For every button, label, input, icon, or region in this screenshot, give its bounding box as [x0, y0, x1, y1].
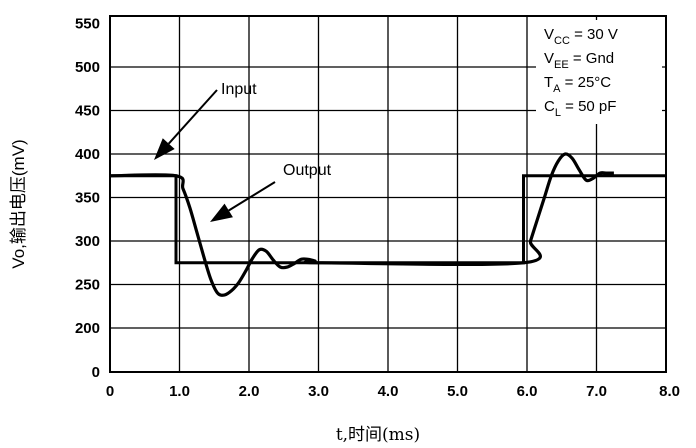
y-tick-label: 500	[75, 59, 100, 76]
x-tick-label: 8.0	[659, 383, 680, 400]
annotation-output: Output	[283, 162, 332, 179]
x-tick-label: 6.0	[517, 383, 538, 400]
x-tick-label: 3.0	[308, 383, 329, 400]
x-tick-label: 1.0	[169, 383, 190, 400]
series-output-line	[109, 152, 614, 297]
y-tick-label: 200	[75, 320, 100, 337]
grid	[110, 16, 666, 372]
y-tick-label: 400	[75, 146, 100, 163]
x-tick-labels: 0 1.0 2.0 3.0 4.0 5.0 6.0 7.0 8.0	[106, 383, 680, 400]
x-tick-label: 7.0	[586, 383, 607, 400]
conditions-box: VCC = 30 V VEE = Gnd TA = 25°C CL = 50 pF	[536, 20, 662, 124]
y-tick-labels: 0 200 250 300 350 400 450 500 550	[75, 16, 100, 382]
y-tick-label: 550	[75, 16, 100, 33]
y-tick-label: 450	[75, 103, 100, 120]
annotations: Input Output	[154, 81, 332, 222]
annotation-input: Input	[221, 81, 257, 98]
x-tick-label: 5.0	[447, 383, 468, 400]
y-tick-label: 350	[75, 190, 100, 207]
y-axis-label: Vo,输出电压(mV)	[9, 139, 28, 268]
annotation-arrow-line	[167, 89, 218, 145]
x-tick-label: 4.0	[378, 383, 399, 400]
x-tick-label: 0	[106, 383, 114, 400]
y-tick-label: 300	[75, 233, 100, 250]
condition-line: VCC = 30 V	[544, 26, 618, 47]
series	[109, 152, 666, 297]
annotation-arrow-head	[210, 203, 233, 222]
plot-frame	[109, 15, 667, 373]
conditions-background	[536, 20, 662, 124]
condition-line: CL = 50 pF	[544, 98, 616, 119]
x-axis-label: t,时间(ms)	[336, 425, 420, 445]
annotation-arrow-head	[154, 138, 175, 160]
y-tick-label: 0	[92, 364, 100, 381]
x-tick-label: 2.0	[239, 383, 260, 400]
condition-line: TA = 25°C	[544, 74, 611, 95]
condition-line: VEE = Gnd	[544, 50, 614, 71]
y-tick-label: 250	[75, 277, 100, 294]
annotation-arrow-line	[228, 181, 276, 212]
